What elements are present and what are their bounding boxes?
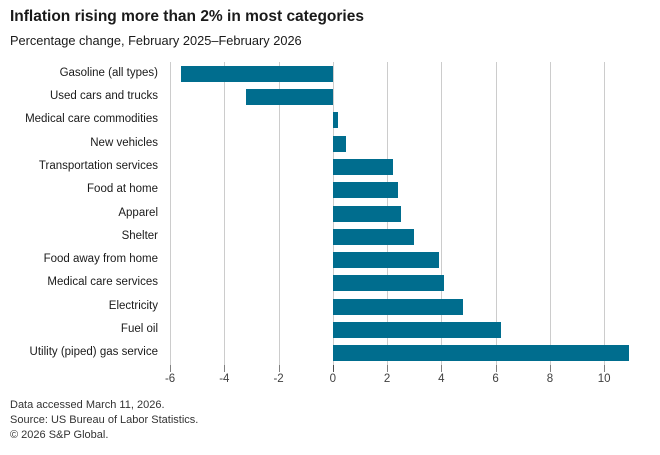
footer-data-accessed: Data accessed March 11, 2026. [10,399,165,411]
category-label-transportation-services: Transportation services [38,159,158,172]
bar-medical-care-commodities [332,112,339,129]
bar-gasoline-all-types [180,65,333,82]
bar-fuel-oil [332,322,502,339]
x-tick-label--6: -6 [164,373,176,385]
bar-utility-piped-gas-service [332,345,629,362]
category-label-apparel: Apparel [118,206,158,219]
x-tick-2 [387,365,389,372]
gridline-x-6 [495,62,497,365]
gridline-x-10 [604,62,606,365]
x-tick-label-2: 2 [383,373,391,385]
x-tick-label--2: -2 [273,373,284,385]
category-label-electricity: Electricity [108,299,158,312]
bar-transportation-services [332,158,393,175]
category-label-food-at-home: Food at home [87,183,158,196]
category-label-gasoline-all-types: Gasoline (all types) [59,66,158,79]
x-tick-8 [549,365,551,372]
x-tick--4 [224,365,226,372]
category-label-used-cars-and-trucks: Used cars and trucks [49,89,158,102]
x-tick-label-0: 0 [329,373,337,385]
bar-used-cars-and-trucks [246,88,333,105]
bar-shelter [332,228,415,245]
plot-area [166,62,634,365]
x-tick-label-8: 8 [546,373,554,385]
bar-food-away-from-home [332,252,439,269]
bar-apparel [332,205,401,222]
category-label-food-away-from-home: Food away from home [43,253,158,266]
category-label-medical-care-services: Medical care services [47,276,158,289]
x-tick--6 [170,365,172,372]
category-label-new-vehicles: New vehicles [90,136,158,149]
chart-title: Inflation rising more than 2% in most ca… [10,8,364,25]
x-tick-label-10: 10 [597,373,611,385]
gridline-x--2 [278,62,280,365]
category-label-fuel-oil: Fuel oil [120,323,158,336]
x-tick--2 [278,365,280,372]
x-tick-label-6: 6 [492,373,499,385]
x-tick-label-4: 4 [438,373,445,385]
gridline-x-8 [549,62,551,365]
x-tick-6 [495,365,497,372]
x-tick-label--4: -4 [219,373,230,385]
bar-food-at-home [332,182,398,199]
x-tick-0 [332,365,334,372]
category-label-shelter: Shelter [121,229,158,242]
bar-medical-care-services [332,275,445,292]
gridline-x--4 [224,62,226,365]
bar-electricity [332,298,464,315]
chart-subtitle: Percentage change, February 2025–Februar… [10,33,302,48]
category-label-utility-piped-gas-service: Utility (piped) gas service [29,346,158,359]
footer-source: Source: US Bureau of Labor Statistics. [10,414,199,426]
gridline-x--6 [170,62,172,365]
footer-copyright: © 2026 S&P Global. [10,429,109,441]
bar-new-vehicles [332,135,347,152]
x-tick-4 [441,365,443,372]
chart-footer: Data accessed March 11, 2026. Source: US… [10,398,198,443]
x-tick-10 [604,365,606,372]
gridline-x-4 [441,62,443,365]
category-label-medical-care-commodities: Medical care commodities [25,113,158,126]
